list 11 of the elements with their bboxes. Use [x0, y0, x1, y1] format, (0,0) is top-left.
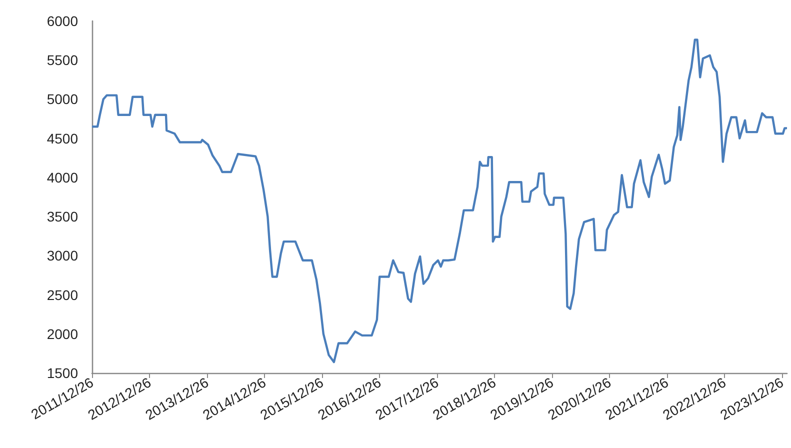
y-tick-label: 3000 — [46, 248, 78, 264]
y-tick-label: 1500 — [46, 365, 78, 381]
y-tick-label: 5000 — [46, 91, 78, 108]
y-tick-label: 5500 — [46, 52, 78, 68]
y-tick-label: 3500 — [46, 208, 78, 225]
y-tick-label: 2500 — [46, 286, 78, 303]
line-series — [90, 38, 788, 364]
y-tick-label: 6000 — [46, 13, 78, 29]
y-tick-label: 4000 — [46, 169, 78, 186]
y-tick-label: 4500 — [46, 130, 78, 146]
y-tick-label: 2000 — [46, 326, 78, 342]
